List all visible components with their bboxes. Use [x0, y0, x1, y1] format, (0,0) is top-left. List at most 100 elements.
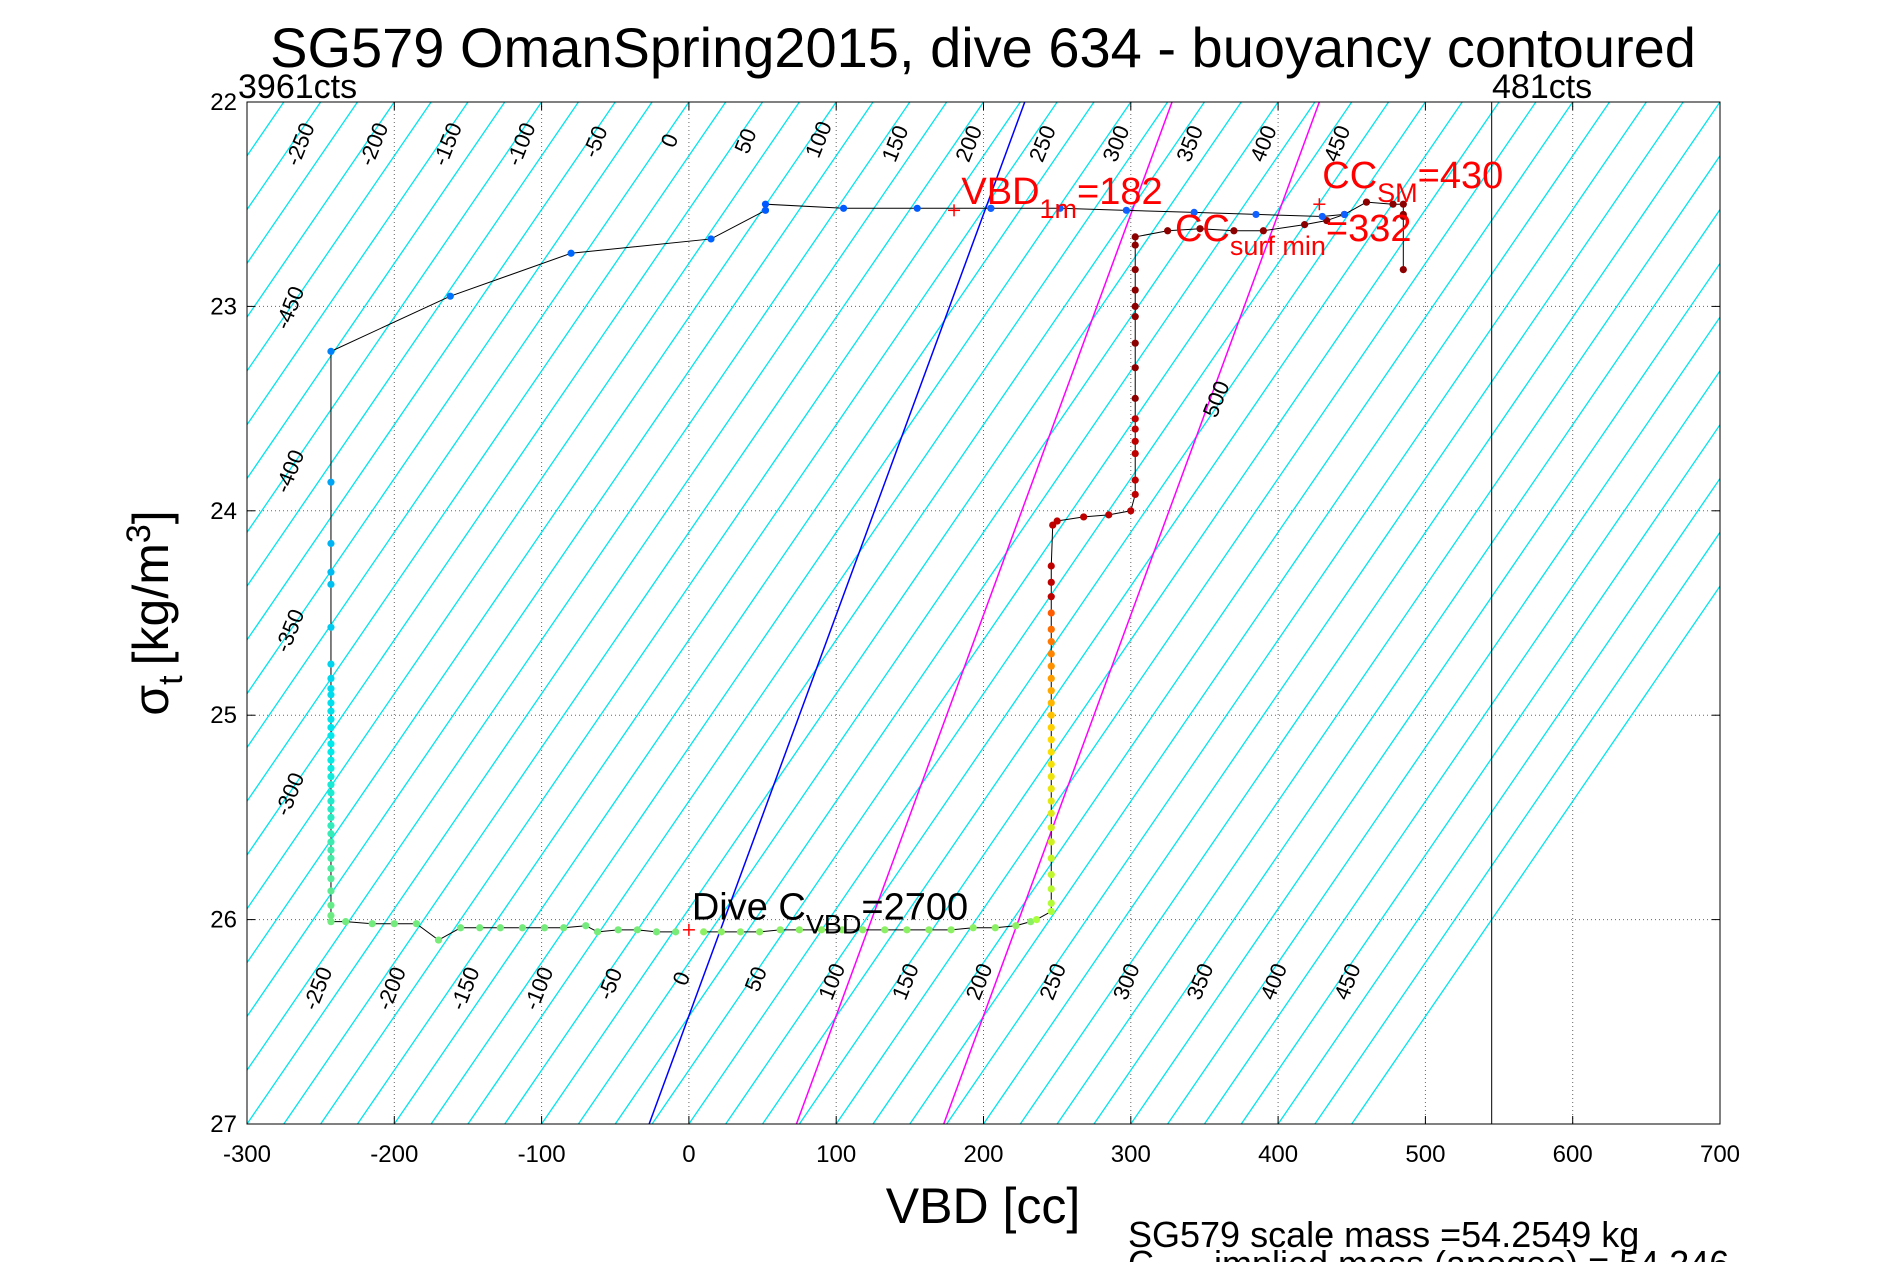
data-point-climb: [1047, 907, 1055, 916]
data-point-dive: [761, 200, 770, 208]
data-point-climb: [1131, 266, 1139, 274]
contour-line: [467, 102, 1169, 1124]
contour-line: [247, 102, 911, 1072]
contour-line: [393, 102, 1095, 1124]
data-point-climb: [1047, 687, 1055, 695]
data-point-climb: [817, 926, 826, 934]
contour-line: [247, 102, 432, 373]
data-point-climb: [1131, 490, 1139, 499]
contour-line: [1167, 316, 1720, 1124]
contour-line: [247, 102, 690, 749]
data-point-climb: [1047, 638, 1055, 646]
data-point-dive: [327, 805, 335, 813]
data-point-dive: [327, 789, 335, 797]
contour-line: [909, 102, 1611, 1124]
contour-line: [247, 102, 800, 910]
data-point-dive: [707, 235, 715, 243]
contour-line: [247, 102, 506, 480]
data-point-climb: [1047, 711, 1055, 719]
data-point-dive: [327, 723, 335, 732]
data-point-climb: [1131, 364, 1139, 372]
data-point-climb: [1047, 562, 1055, 570]
magenta-line-1: [795, 102, 1173, 1124]
data-point-climb: [756, 928, 764, 936]
contour-line: [247, 102, 727, 803]
y-tick-label: 27: [210, 1111, 237, 1138]
x-tick-label: 600: [1553, 1141, 1593, 1168]
data-point-climb: [700, 928, 708, 936]
top-left-counts: 3961cts: [238, 68, 357, 106]
contour-line: [1314, 531, 1720, 1124]
data-point-climb: [1047, 748, 1055, 756]
data-point-dive: [390, 920, 398, 928]
data-point-climb: [795, 926, 803, 934]
grid: [247, 102, 1720, 1124]
y-tick-label: 23: [210, 293, 237, 320]
data-point-surface: [1190, 208, 1198, 216]
data-point-climb: [1399, 200, 1407, 208]
x-tick-label: 300: [1111, 1141, 1151, 1168]
annotation-dive-cvbd: Dive CVBD=2700: [692, 887, 968, 940]
footer-implied-mass-tail: implied mass (apogee) = 54.246: [1214, 1243, 1729, 1262]
data-point-dive: [582, 922, 590, 930]
data-point-dive: [672, 928, 680, 936]
y-axis-label-close: ]: [123, 510, 179, 524]
annotation-vbd-1m: VBD1m=182: [961, 171, 1162, 224]
data-point-climb: [1047, 809, 1055, 817]
data-point-dive: [327, 748, 335, 756]
data-point-surface: [1122, 206, 1130, 214]
data-point-climb: [1196, 225, 1204, 233]
data-point-dive: [327, 821, 335, 830]
data-point-dive: [327, 838, 335, 846]
data-point-dive: [327, 568, 335, 576]
data-point-dive: [327, 887, 335, 895]
data-point-dive: [327, 846, 335, 854]
data-point-dive: [560, 924, 568, 932]
data-point-dive: [456, 924, 465, 932]
data-point-climb: [1230, 227, 1238, 235]
top-right-counts: 481cts: [1492, 68, 1592, 106]
footer-implied-mass-c: C: [1128, 1243, 1154, 1262]
data-point-dive: [652, 928, 661, 936]
data-point-climb: [1131, 241, 1139, 249]
data-point-surface: [1318, 212, 1326, 221]
contour-line: [1203, 369, 1720, 1124]
data-point-climb: [1131, 425, 1139, 433]
data-point-climb: [947, 926, 955, 934]
data-point-climb: [1259, 227, 1267, 235]
data-point-climb: [881, 926, 889, 934]
x-axis-label: VBD [cc]: [886, 1178, 1080, 1234]
data-point-climb: [1127, 507, 1135, 515]
contour-line: [762, 102, 1463, 1124]
chart-title: SG579 OmanSpring2015, dive 634 - buoyanc…: [270, 16, 1696, 79]
data-point-dive: [327, 478, 335, 486]
reference-lines: [648, 102, 1493, 1124]
data-point-dive: [476, 924, 484, 932]
x-tick-label: 0: [682, 1141, 695, 1168]
data-point-dive: [327, 772, 335, 781]
x-tick-label: -300: [223, 1141, 271, 1168]
data-point-dive: [614, 926, 622, 934]
footer-scale-mass: SG579 scale mass =54.2549 kg: [1128, 1214, 1639, 1255]
buoyancy-contours: [247, 102, 1720, 1124]
contour-line: [247, 102, 616, 642]
contour-line: [247, 102, 653, 695]
data-point-climb: [991, 924, 999, 932]
x-tick-label: -100: [518, 1141, 566, 1168]
data-point-climb: [1047, 785, 1055, 793]
data-point-climb: [1047, 838, 1055, 846]
data-point-climb: [1047, 650, 1055, 658]
contour-line: [247, 102, 764, 857]
contour-line: [1019, 102, 1720, 1124]
data-point-climb: [1047, 699, 1055, 707]
data-point-dive: [327, 707, 335, 715]
x-tick-label: 200: [963, 1141, 1003, 1168]
contour-line: [247, 102, 874, 1018]
data-point-climb: [1047, 736, 1055, 744]
data-point-dive: [434, 936, 443, 944]
contour-line: [247, 102, 469, 426]
data-point-climb: [1362, 198, 1371, 206]
contour-line: [1093, 208, 1720, 1124]
data-point-dive: [327, 911, 335, 920]
